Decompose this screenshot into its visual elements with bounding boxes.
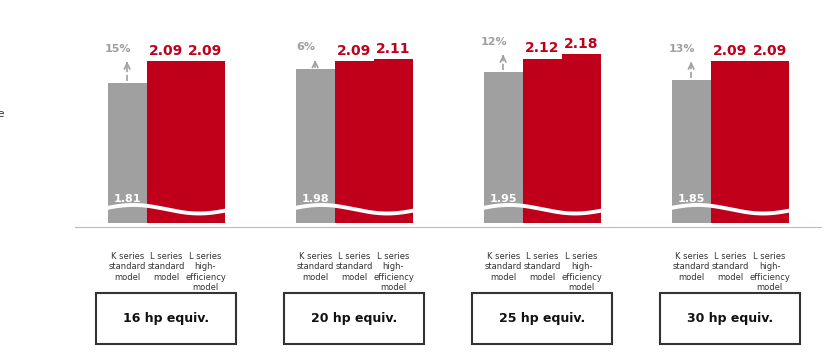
- Text: L series
high-
efficiency
model: L series high- efficiency model: [373, 252, 414, 292]
- Text: K series
standard
model: K series standard model: [673, 252, 710, 282]
- Text: 20 hp equiv.: 20 hp equiv.: [311, 312, 397, 325]
- Text: 25 hp equiv.: 25 hp equiv.: [499, 312, 586, 325]
- Text: K series
standard
model: K series standard model: [484, 252, 522, 282]
- Text: 2.09: 2.09: [713, 44, 747, 58]
- Text: 2.09: 2.09: [149, 44, 184, 58]
- Text: 1.85: 1.85: [677, 194, 705, 204]
- Bar: [334, 61, 374, 223]
- Text: 12%: 12%: [480, 37, 507, 47]
- Text: 1.98: 1.98: [302, 194, 329, 204]
- Text: 1.95: 1.95: [489, 194, 517, 204]
- Text: 2.18: 2.18: [564, 37, 599, 51]
- Text: 16 hp equiv.: 16 hp equiv.: [123, 312, 210, 325]
- Text: 13%: 13%: [669, 44, 695, 54]
- Text: 15%: 15%: [105, 44, 131, 54]
- Text: 1.81: 1.81: [113, 194, 141, 204]
- Bar: [374, 59, 413, 223]
- Text: K series
standard
model: K series standard model: [108, 252, 146, 282]
- Bar: [296, 69, 334, 223]
- Text: APFp
performance
comparison: APFp performance comparison: [0, 98, 4, 131]
- Text: L series
high-
efficiency
model: L series high- efficiency model: [185, 252, 226, 292]
- Bar: [671, 80, 711, 223]
- Text: 2.09: 2.09: [753, 44, 787, 58]
- Bar: [562, 54, 601, 223]
- Text: 6%: 6%: [297, 42, 315, 52]
- Bar: [147, 61, 186, 223]
- Bar: [711, 61, 750, 223]
- Text: 30 hp equiv.: 30 hp equiv.: [687, 312, 773, 325]
- Text: L series
standard
model: L series standard model: [711, 252, 749, 282]
- Text: L series
standard
model: L series standard model: [336, 252, 373, 282]
- Text: L series
high-
efficiency
model: L series high- efficiency model: [749, 252, 790, 292]
- Text: 2.12: 2.12: [525, 41, 560, 55]
- Text: L series
standard
model: L series standard model: [524, 252, 561, 282]
- Bar: [186, 61, 225, 223]
- Text: K series
standard
model: K series standard model: [297, 252, 334, 282]
- Bar: [484, 72, 523, 223]
- Bar: [107, 83, 147, 223]
- Bar: [523, 59, 562, 223]
- Text: L series
standard
model: L series standard model: [147, 252, 185, 282]
- Text: 2.09: 2.09: [189, 44, 223, 58]
- Text: 2.09: 2.09: [337, 44, 371, 58]
- Text: L series
high-
efficiency
model: L series high- efficiency model: [561, 252, 602, 292]
- Text: 2.11: 2.11: [376, 42, 411, 56]
- Bar: [750, 61, 789, 223]
